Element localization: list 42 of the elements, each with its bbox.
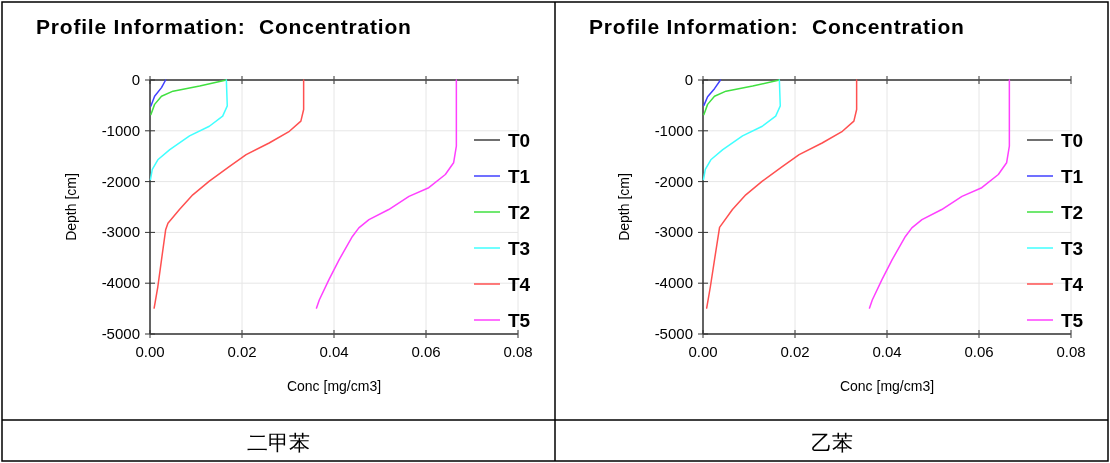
text: 二甲苯 (247, 431, 310, 454)
x-axis-title: Conc [mg/cm3] (839, 378, 935, 394)
y-tick-label: -5000 (654, 325, 693, 342)
y-tick-label: -2000 (654, 172, 693, 190)
text: 乙苯 (810, 431, 853, 454)
legend-label: T1 (1061, 166, 1084, 187)
x-tick-label: 0.08 (503, 343, 533, 360)
x-tick-label: 0.06 (964, 343, 994, 360)
x-tick-label: 0.04 (872, 343, 902, 360)
legend-label: T3 (1061, 238, 1084, 259)
y-tick-label: -4000 (101, 274, 140, 292)
legend-label: T5 (1061, 310, 1084, 331)
y-tick-label: -3000 (654, 223, 693, 241)
y-tick-label: -2000 (101, 172, 140, 190)
x-tick-label: 0.06 (411, 343, 441, 360)
y-tick-label: -1000 (654, 121, 693, 139)
y-tick-label: -3000 (101, 223, 140, 241)
legend-label: T4 (1061, 274, 1084, 295)
y-tick-label: -5000 (101, 325, 140, 342)
y-tick-label: -4000 (654, 274, 693, 292)
legend-label: T0 (1061, 130, 1084, 151)
y-axis-title: Depth [cm] (616, 173, 632, 241)
legend-label: T4 (508, 274, 531, 295)
x-tick-label: 0.00 (135, 343, 165, 360)
legend-label: T2 (1061, 202, 1084, 223)
legend-label: T3 (508, 238, 531, 259)
chart-title: Profile Information: Concentration (36, 15, 412, 38)
x-tick-label: 0.02 (780, 343, 810, 360)
legend-label: T2 (508, 202, 531, 223)
x-tick-label: 0.00 (688, 343, 718, 360)
chart-title: Profile Information: Concentration (589, 15, 965, 38)
x-tick-label: 0.02 (227, 343, 257, 360)
legend-label: T0 (508, 130, 531, 151)
y-axis-title: Depth [cm] (63, 173, 79, 241)
legend-label: T5 (508, 310, 531, 331)
x-tick-label: 0.04 (319, 343, 349, 360)
y-tick-label: -1000 (101, 121, 140, 139)
x-tick-label: 0.08 (1056, 343, 1086, 360)
y-tick-label: 0 (684, 71, 693, 88)
x-axis-title: Conc [mg/cm3] (286, 378, 382, 394)
y-tick-label: 0 (131, 71, 140, 88)
legend-label: T1 (508, 166, 531, 187)
